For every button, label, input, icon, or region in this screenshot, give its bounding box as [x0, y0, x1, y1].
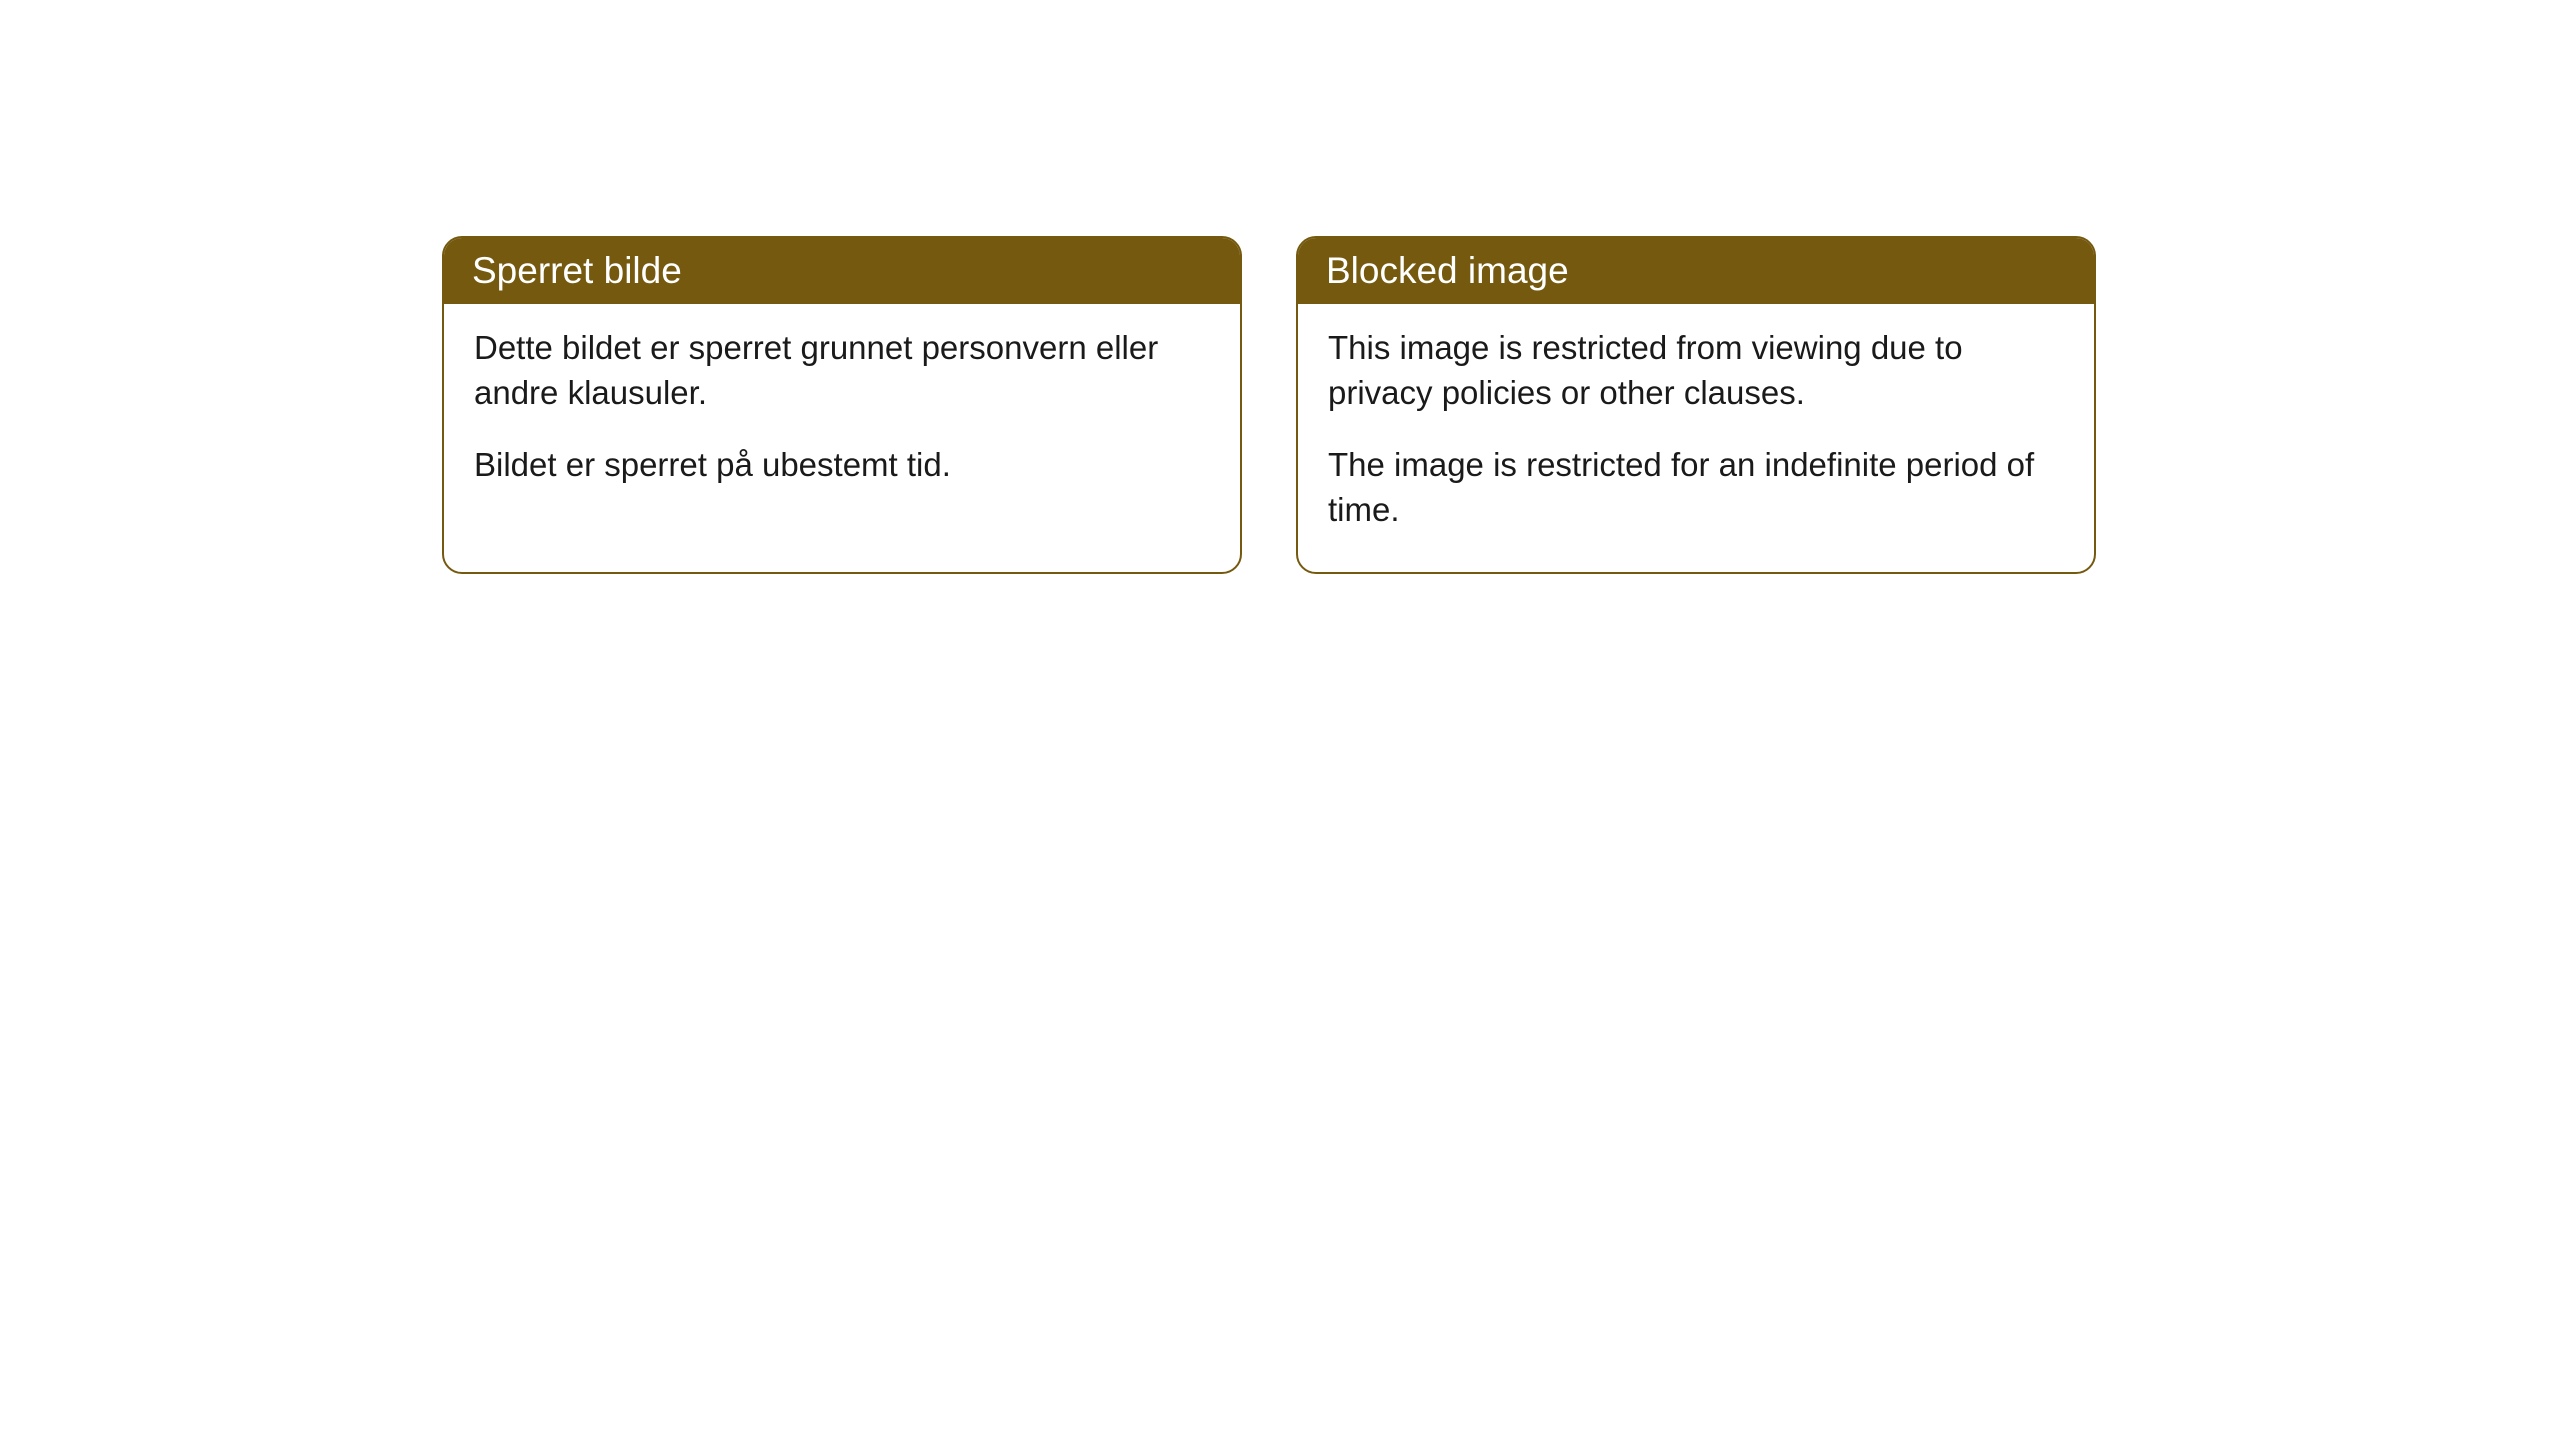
card-paragraph-2: The image is restricted for an indefinit… — [1328, 443, 2064, 532]
card-header: Sperret bilde — [444, 238, 1240, 304]
card-body: Dette bildet er sperret grunnet personve… — [444, 304, 1240, 528]
card-body: This image is restricted from viewing du… — [1298, 304, 2094, 572]
card-title: Blocked image — [1326, 250, 1569, 291]
card-paragraph-1: This image is restricted from viewing du… — [1328, 326, 2064, 415]
card-title: Sperret bilde — [472, 250, 682, 291]
blocked-image-card-norwegian: Sperret bilde Dette bildet er sperret gr… — [442, 236, 1242, 574]
card-paragraph-2: Bildet er sperret på ubestemt tid. — [474, 443, 1210, 488]
blocked-image-card-english: Blocked image This image is restricted f… — [1296, 236, 2096, 574]
cards-container: Sperret bilde Dette bildet er sperret gr… — [442, 236, 2096, 574]
card-paragraph-1: Dette bildet er sperret grunnet personve… — [474, 326, 1210, 415]
card-header: Blocked image — [1298, 238, 2094, 304]
